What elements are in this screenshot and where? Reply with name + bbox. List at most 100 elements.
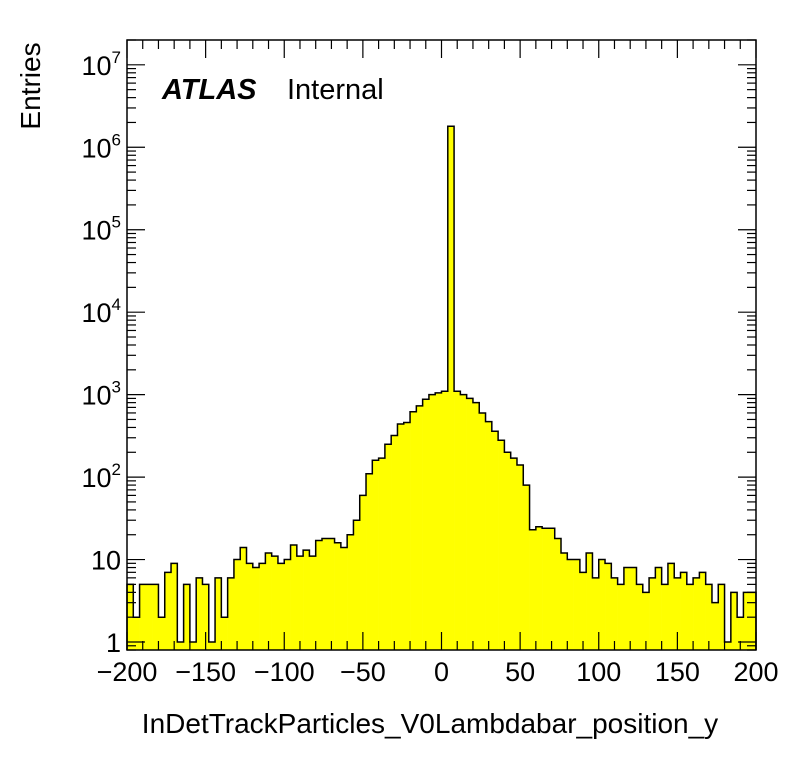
histogram-bar	[428, 394, 436, 650]
histogram-bar	[397, 424, 405, 650]
histogram-bar	[171, 563, 178, 650]
x-tick-label: −100	[254, 657, 315, 687]
histogram-bar	[202, 584, 210, 650]
histogram-bar	[686, 584, 694, 650]
histogram-bar	[693, 577, 700, 650]
histogram-bar	[227, 577, 235, 650]
histogram-bar	[152, 584, 159, 650]
histogram-bar	[177, 642, 184, 650]
histogram-bar	[133, 617, 140, 650]
y-tick-label: 10	[91, 546, 121, 576]
histogram-bar	[221, 617, 228, 650]
x-tick-label: −200	[97, 657, 158, 687]
histogram-bar	[334, 542, 342, 650]
histogram-bar	[472, 402, 480, 650]
histogram-bar	[529, 529, 537, 650]
histogram-bar	[699, 572, 706, 650]
y-tick-label: 107	[81, 48, 121, 81]
histogram-bar	[271, 556, 279, 650]
y-axis-title: Entries	[15, 42, 46, 129]
histogram-bar	[145, 584, 153, 650]
atlas-label: ATLAS	[161, 74, 257, 106]
histogram-bar	[491, 431, 499, 650]
histogram-bar	[359, 495, 367, 650]
histogram-bar	[347, 534, 354, 650]
histogram-bar	[661, 584, 669, 650]
histogram-bar	[630, 567, 637, 650]
histogram-bar	[605, 563, 612, 650]
histogram-bar	[611, 577, 618, 650]
histogram-bar	[649, 577, 656, 650]
histogram-bar	[454, 391, 461, 650]
histogram-bar	[447, 126, 455, 651]
histogram-bar	[340, 547, 348, 650]
x-axis-title: InDetTrackParticles_V0Lambdabar_position…	[142, 708, 718, 739]
histogram-bar	[730, 592, 738, 650]
histogram-bar	[378, 458, 386, 650]
histogram-bar	[208, 642, 216, 650]
histogram-bar	[372, 460, 379, 650]
histogram-bar	[321, 538, 329, 650]
x-tick-label: −50	[340, 657, 386, 687]
histogram-bar	[573, 559, 581, 650]
histogram-bar	[592, 577, 600, 650]
x-tick-label: 100	[576, 657, 621, 687]
histogram-bar	[460, 394, 467, 650]
histogram-bar	[718, 584, 725, 650]
histogram-bar	[542, 528, 549, 650]
x-tick-label: 0	[434, 657, 449, 687]
histogram-bar	[642, 592, 650, 650]
histogram-bar	[435, 392, 442, 650]
y-tick-label: 105	[81, 213, 121, 246]
histogram-bar	[441, 391, 449, 650]
histogram-bar	[466, 398, 474, 650]
histogram-bar	[479, 412, 486, 650]
histogram-bar	[284, 559, 291, 650]
histogram-bar	[277, 563, 285, 650]
histogram-bar	[158, 617, 166, 650]
histogram-outline	[126, 125, 757, 650]
histogram-bar	[196, 577, 203, 650]
histogram-bar	[416, 405, 423, 650]
histogram-bar	[554, 538, 562, 650]
y-tick-label: 104	[81, 295, 121, 328]
histogram-bar	[328, 538, 335, 650]
histogram-bar	[296, 556, 304, 650]
histogram-bar	[391, 435, 398, 650]
x-tick-label: 50	[505, 657, 535, 687]
x-tick-label: 200	[733, 657, 778, 687]
histogram-bar	[164, 572, 172, 650]
histogram-bar	[290, 545, 298, 650]
histogram-bar	[636, 584, 644, 650]
histogram-bar	[189, 642, 197, 650]
histogram-bar	[579, 572, 587, 650]
y-tick-label: 1	[106, 628, 121, 658]
histogram-bar	[403, 422, 411, 650]
histogram-bar	[617, 584, 625, 650]
x-tick-label: 150	[655, 657, 700, 687]
histogram-bar	[724, 642, 732, 650]
histogram-bar	[567, 559, 574, 650]
histogram-bar	[246, 563, 254, 650]
histogram-bar	[743, 592, 751, 650]
histogram-bar	[516, 465, 524, 650]
histogram-bar	[498, 440, 505, 650]
histogram-bar	[586, 553, 593, 650]
x-tick-label: −150	[175, 657, 236, 687]
histogram-bar	[139, 584, 147, 650]
histogram-bar	[259, 563, 266, 650]
histogram-bar	[384, 444, 392, 650]
histogram-bar	[366, 473, 373, 650]
histogram-bar	[183, 584, 191, 650]
histogram-bar	[485, 421, 493, 650]
histogram-bar	[523, 485, 530, 650]
y-tick-label: 103	[81, 378, 121, 411]
x-tick-labels: −200 −150 −100 −50 0 50 100 150 200	[97, 657, 779, 687]
histogram-bar	[233, 559, 241, 650]
histogram-bar	[265, 553, 272, 650]
histogram-bar	[548, 528, 556, 650]
histogram-bar	[252, 567, 260, 650]
histogram-bar	[422, 399, 430, 650]
histogram-bar	[309, 556, 316, 650]
